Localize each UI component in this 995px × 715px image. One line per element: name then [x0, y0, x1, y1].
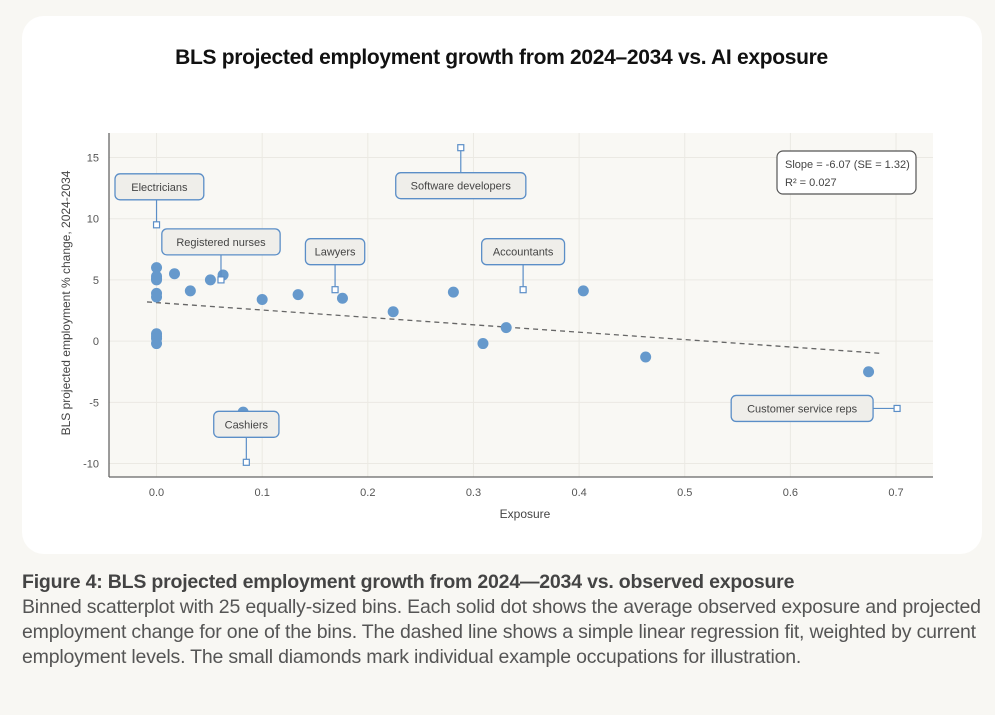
x-tick-label: 0.3: [466, 487, 481, 499]
y-tick-label: -5: [89, 397, 99, 409]
slope-text: Slope = -6.07 (SE = 1.32): [785, 159, 910, 171]
x-tick-label: 0.5: [677, 487, 692, 499]
data-point: [640, 351, 652, 363]
figure-caption: Figure 4: BLS projected employment growt…: [22, 570, 987, 670]
data-point: [204, 274, 216, 286]
x-tick-labels: 0.0 0.1 0.2 0.3 0.4 0.5 0.6 0.7: [149, 487, 904, 499]
data-point: [168, 268, 180, 280]
data-point: [292, 289, 304, 301]
example-annotation: Registered nurses: [161, 228, 281, 284]
example-label: Accountants: [493, 247, 554, 259]
regression-line: [146, 301, 882, 355]
example-annotation: Software developers: [395, 144, 527, 200]
example-label: Customer service reps: [747, 403, 858, 415]
example-label: Registered nurses: [176, 237, 266, 249]
example-occupations: Electricians Registered nurses Lawyers Soft…: [114, 144, 901, 466]
y-tick-label: 5: [93, 275, 99, 287]
example-marker: [893, 404, 901, 413]
data-point: [477, 338, 489, 350]
caption-title: Figure 4: BLS projected employment growt…: [22, 571, 795, 593]
data-point: [447, 286, 459, 298]
example-label: Cashiers: [225, 419, 269, 431]
data-point: [184, 285, 196, 297]
x-tick-label: 0.1: [255, 487, 270, 499]
callout-box: [395, 172, 527, 200]
y-tick-label: 15: [87, 152, 99, 164]
example-annotation: Lawyers: [304, 238, 366, 294]
data-point: [387, 306, 399, 318]
x-axis-label: Exposure: [500, 507, 551, 521]
example-marker: [217, 276, 225, 284]
example-label: Lawyers: [315, 247, 356, 259]
example-marker: [519, 286, 527, 294]
caption-body: Binned scatterplot with 25 equally-sized…: [22, 596, 981, 668]
axes: [108, 133, 933, 478]
x-tick-label: 0.4: [571, 487, 586, 499]
callout-box: [481, 238, 566, 266]
data-point: [577, 285, 589, 297]
y-tick-label: -10: [83, 459, 99, 471]
example-annotation: Electricians: [114, 173, 205, 229]
scatter-plot: 0.0 0.1 0.2 0.3 0.4 0.5 0.6 0.7 15 10 5 0 -5 -10 Exp…: [59, 133, 933, 521]
x-tick-label: 0.6: [783, 487, 798, 499]
data-point: [151, 262, 163, 274]
example-marker: [331, 286, 339, 294]
y-tick-label: 0: [93, 336, 99, 348]
example-annotation: Cashiers: [213, 410, 280, 466]
callout-box: [730, 394, 874, 423]
callout-box: [213, 410, 280, 438]
data-point: [256, 293, 268, 305]
x-tick-label: 0.2: [360, 487, 375, 499]
y-tick-labels: 15 10 5 0 -5 -10: [83, 152, 99, 470]
example-annotation: Customer service reps: [730, 394, 901, 423]
example-label: Electricians: [131, 182, 188, 194]
example-marker: [152, 221, 161, 229]
data-point: [151, 338, 163, 350]
data-point: [336, 292, 348, 304]
example-label: Software developers: [411, 181, 512, 193]
example-marker: [242, 458, 250, 466]
y-axis-label: BLS projected employment % change, 2024-…: [59, 170, 73, 435]
example-annotation: Accountants: [481, 238, 566, 294]
stats-box-frame: [776, 150, 917, 195]
callout-box: [161, 228, 281, 256]
callout-box: [114, 173, 205, 201]
x-tick-label: 0.7: [888, 487, 903, 499]
r-squared-text: R² = 0.027: [785, 177, 837, 189]
x-tick-label: 0.0: [149, 487, 164, 499]
chart-title: BLS projected employment growth from 202…: [175, 46, 828, 69]
data-point: [151, 274, 163, 286]
data-point: [151, 291, 163, 303]
data-point: [863, 366, 875, 378]
example-marker: [457, 144, 465, 152]
regression-stats-box: Slope = -6.07 (SE = 1.32) R² = 0.027: [776, 150, 917, 195]
data-point: [500, 322, 512, 334]
y-tick-label: 10: [87, 214, 99, 226]
callout-box: [304, 238, 366, 266]
